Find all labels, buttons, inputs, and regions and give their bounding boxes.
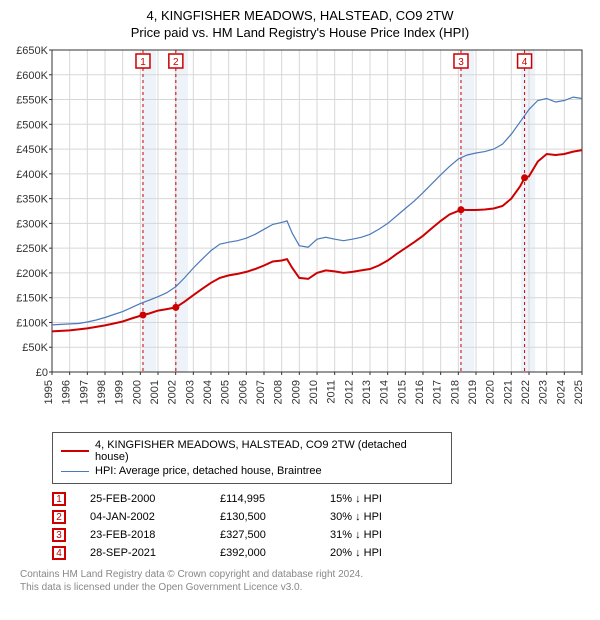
svg-text:2009: 2009 xyxy=(290,380,302,404)
legend-row: 4, KINGFISHER MEADOWS, HALSTEAD, CO9 2TW… xyxy=(61,439,443,463)
svg-text:£550K: £550K xyxy=(16,95,48,107)
svg-text:£500K: £500K xyxy=(16,119,48,131)
svg-text:2024: 2024 xyxy=(555,380,567,404)
svg-text:2017: 2017 xyxy=(432,380,444,404)
footer-attribution: Contains HM Land Registry data © Crown c… xyxy=(20,568,590,594)
svg-text:2020: 2020 xyxy=(485,380,497,404)
svg-text:2005: 2005 xyxy=(220,380,232,404)
transaction-marker: 3 xyxy=(52,528,66,542)
legend-swatch xyxy=(61,471,89,472)
svg-text:2011: 2011 xyxy=(326,380,338,404)
svg-text:2012: 2012 xyxy=(343,380,355,404)
svg-text:2023: 2023 xyxy=(538,380,550,404)
legend-swatch xyxy=(61,450,89,452)
transaction-price: £392,000 xyxy=(220,547,330,559)
svg-text:3: 3 xyxy=(458,57,464,68)
transaction-row: 3 23-FEB-2018£327,50031% ↓ HPI xyxy=(52,528,590,542)
transaction-marker: 2 xyxy=(52,510,66,524)
svg-text:2014: 2014 xyxy=(379,380,391,404)
svg-text:£400K: £400K xyxy=(16,169,48,181)
svg-text:2019: 2019 xyxy=(467,380,479,404)
footer-line-1: Contains HM Land Registry data © Crown c… xyxy=(20,568,590,581)
legend-label: HPI: Average price, detached house, Brai… xyxy=(95,465,322,477)
legend-row: HPI: Average price, detached house, Brai… xyxy=(61,465,443,477)
svg-text:£600K: £600K xyxy=(16,70,48,82)
svg-text:1999: 1999 xyxy=(114,380,126,404)
svg-text:2008: 2008 xyxy=(273,380,285,404)
svg-text:£350K: £350K xyxy=(16,194,48,206)
svg-text:2006: 2006 xyxy=(237,380,249,404)
title-line-2: Price paid vs. HM Land Registry's House … xyxy=(10,25,590,40)
svg-text:£250K: £250K xyxy=(16,243,48,255)
svg-text:£650K: £650K xyxy=(16,46,48,57)
transaction-row: 4 28-SEP-2021£392,00020% ↓ HPI xyxy=(52,546,590,560)
svg-text:2: 2 xyxy=(173,57,179,68)
svg-text:£0: £0 xyxy=(36,367,48,379)
svg-text:2002: 2002 xyxy=(167,380,179,404)
svg-text:4: 4 xyxy=(522,57,528,68)
chart-title-block: 4, KINGFISHER MEADOWS, HALSTEAD, CO9 2TW… xyxy=(10,8,590,40)
svg-text:£150K: £150K xyxy=(16,293,48,305)
transaction-diff: 30% ↓ HPI xyxy=(330,511,430,523)
svg-text:£100K: £100K xyxy=(16,317,48,329)
legend-label: 4, KINGFISHER MEADOWS, HALSTEAD, CO9 2TW… xyxy=(95,439,443,463)
svg-text:2013: 2013 xyxy=(361,380,373,404)
transaction-marker: 1 xyxy=(52,492,66,506)
transaction-diff: 15% ↓ HPI xyxy=(330,493,430,505)
transaction-date: 04-JAN-2002 xyxy=(90,511,220,523)
transaction-diff: 20% ↓ HPI xyxy=(330,547,430,559)
svg-text:1995: 1995 xyxy=(43,380,55,404)
svg-text:2010: 2010 xyxy=(308,380,320,404)
svg-text:1996: 1996 xyxy=(61,380,73,404)
transaction-price: £114,995 xyxy=(220,493,330,505)
svg-text:1: 1 xyxy=(140,57,146,68)
svg-text:2016: 2016 xyxy=(414,380,426,404)
svg-text:£300K: £300K xyxy=(16,218,48,230)
transaction-date: 28-SEP-2021 xyxy=(90,547,220,559)
transaction-diff: 31% ↓ HPI xyxy=(330,529,430,541)
title-line-1: 4, KINGFISHER MEADOWS, HALSTEAD, CO9 2TW xyxy=(10,8,590,23)
svg-text:1998: 1998 xyxy=(96,380,108,404)
svg-text:£50K: £50K xyxy=(22,342,48,354)
legend: 4, KINGFISHER MEADOWS, HALSTEAD, CO9 2TW… xyxy=(52,432,452,484)
svg-text:2003: 2003 xyxy=(184,380,196,404)
transaction-row: 2 04-JAN-2002£130,50030% ↓ HPI xyxy=(52,510,590,524)
svg-text:2018: 2018 xyxy=(449,380,461,404)
svg-text:2015: 2015 xyxy=(396,380,408,404)
transaction-date: 23-FEB-2018 xyxy=(90,529,220,541)
footer-line-2: This data is licensed under the Open Gov… xyxy=(20,581,590,594)
svg-text:1997: 1997 xyxy=(78,380,90,404)
svg-text:2001: 2001 xyxy=(149,380,161,404)
transactions-table: 1 25-FEB-2000£114,99515% ↓ HPI 2 04-JAN-200… xyxy=(52,492,590,560)
svg-text:2025: 2025 xyxy=(573,380,585,404)
transaction-price: £327,500 xyxy=(220,529,330,541)
svg-text:2021: 2021 xyxy=(502,380,514,404)
svg-text:2007: 2007 xyxy=(255,380,267,404)
transaction-marker: 4 xyxy=(52,546,66,560)
price-chart: £0 £50K £100K £150K £200K £250K £300K £350K £400… xyxy=(10,46,590,426)
transaction-row: 1 25-FEB-2000£114,99515% ↓ HPI xyxy=(52,492,590,506)
svg-text:£200K: £200K xyxy=(16,268,48,280)
svg-text:2022: 2022 xyxy=(520,380,532,404)
svg-text:2000: 2000 xyxy=(131,380,143,404)
transaction-price: £130,500 xyxy=(220,511,330,523)
svg-text:2004: 2004 xyxy=(202,380,214,404)
transaction-date: 25-FEB-2000 xyxy=(90,493,220,505)
svg-text:£450K: £450K xyxy=(16,144,48,156)
